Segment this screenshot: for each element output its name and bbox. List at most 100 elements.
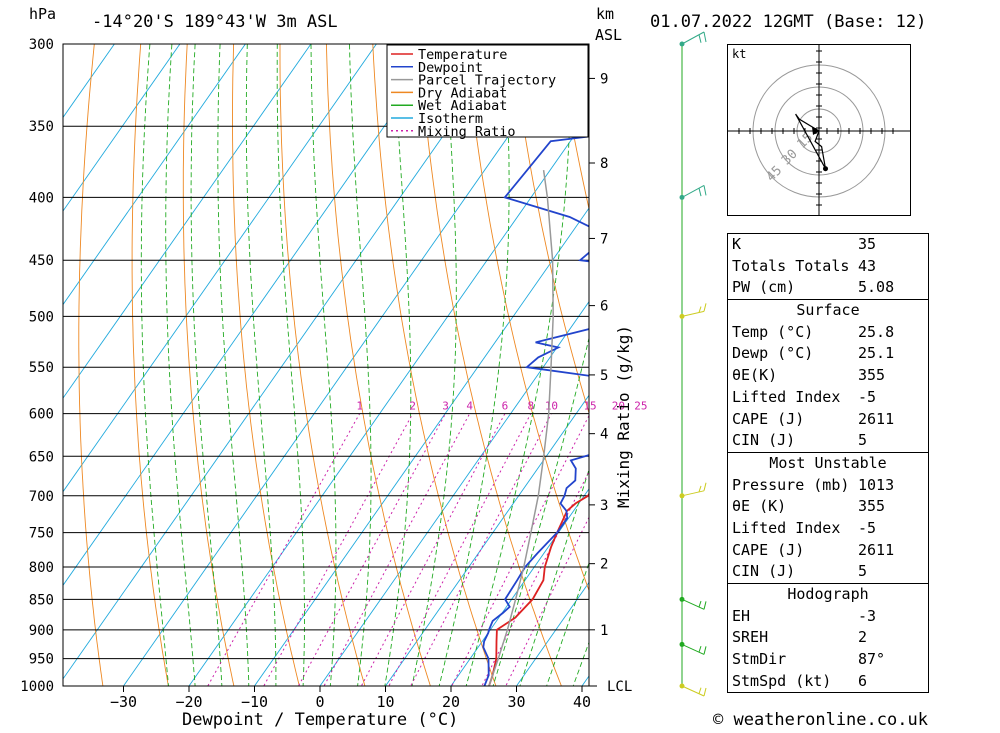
stat-row: Lifted Index -5: [728, 518, 928, 540]
wind-barb-flag: [698, 600, 702, 608]
dry-adiabat-line: [131, 44, 169, 686]
stat-row: PW (cm) 5.08: [728, 277, 928, 299]
wet-adiabat-line: [465, 44, 572, 686]
mixing-ratio-line: [263, 413, 414, 686]
dry-adiabat-line: [325, 44, 431, 686]
mixing-ratio-label: 8: [528, 400, 535, 413]
height-unit-asl: ASL: [595, 26, 622, 44]
stat-value: -3: [858, 606, 877, 625]
pressure-tick-label: 600: [29, 407, 54, 423]
km-tick-label: 6: [600, 299, 608, 315]
isotherm-line: [63, 44, 246, 306]
wet-adiabat-line: [546, 561, 589, 686]
wind-barb-flag: [703, 687, 707, 697]
credit-link[interactable]: © weatheronline.co.uk: [713, 710, 928, 730]
pressure-tick-label: 450: [29, 253, 54, 269]
mixing-ratio-labels: 1 2 3 4 6 8 10 15 20 25: [356, 400, 647, 413]
legend-box: [386, 44, 589, 138]
pressure-grid: [63, 43, 589, 687]
x-tick-label: −20: [175, 693, 202, 711]
stat-row: EH -3: [728, 606, 928, 628]
mixing-ratio-line: [360, 413, 506, 686]
wet-adiabat-line: [492, 336, 589, 686]
isotherm-line: [319, 300, 589, 686]
stat-value: 6: [858, 671, 868, 690]
hodograph-panel: kt 15 30 45: [727, 44, 911, 216]
background-lines: [0, 7, 589, 712]
dry-adiabat-line: [465, 44, 589, 592]
stat-value: 5: [858, 431, 868, 450]
legend-label: Temperature: [418, 47, 507, 63]
mixing-ratio-label: 15: [583, 400, 596, 413]
stat-value: -5: [858, 518, 877, 537]
wet-adiabat-line: [276, 44, 305, 686]
axes: 3003504004505005506006507007508008509009…: [20, 37, 632, 711]
stat-label: Lifted Index: [732, 387, 841, 406]
wind-barb-flag: [703, 31, 707, 43]
hodograph-ring-label: 45: [764, 163, 786, 185]
x-tick-label: −30: [110, 693, 137, 711]
stat-label: CIN (J): [732, 562, 796, 581]
stat-row: Dewp (°C) 25.1: [728, 343, 928, 365]
wet-adiabat-line: [438, 44, 510, 686]
dry-adiabat-line: [279, 44, 366, 686]
dry-adiabat-line: [78, 44, 104, 686]
mixing-ratio-label: 1: [356, 400, 363, 413]
stat-value: 1013: [858, 475, 895, 494]
mixing-ratio-line: [207, 413, 361, 686]
wind-barb-staff: [681, 598, 705, 610]
stat-value: 25.8: [858, 322, 895, 341]
dry-adiabat-line: [372, 44, 497, 686]
mixing-ratio-line: [297, 413, 446, 686]
stat-label: θE(K): [732, 366, 778, 385]
wet-adiabat-line: [165, 44, 196, 686]
height-unit-km: km: [596, 5, 614, 23]
stat-label: Lifted Index: [732, 518, 841, 537]
mixing-ratio-label: 25: [634, 400, 647, 413]
sounding-series: [482, 135, 589, 686]
isotherm-line: [450, 488, 589, 686]
wind-barb-staff: [681, 643, 705, 655]
stat-value: -5: [858, 387, 877, 406]
stat-value: 355: [858, 497, 886, 516]
wind-barb-flag: [703, 185, 707, 196]
isotherm-line: [384, 394, 589, 686]
stat-label: θE (K): [732, 497, 787, 516]
stat-label: StmDir: [732, 650, 787, 669]
pressure-tick-label: 800: [29, 560, 54, 576]
wet-adiabat-line: [190, 44, 223, 686]
stat-label: Pressure (mb): [732, 475, 850, 494]
dry-adiabat-line: [232, 44, 300, 686]
parcel-trajectory-line: [488, 169, 554, 686]
stat-value: 2611: [858, 409, 895, 428]
stat-label: CIN (J): [732, 431, 796, 450]
stat-row: CAPE (J) 2611: [728, 409, 928, 431]
wind-barb-flag: [698, 188, 702, 197]
stat-label: CAPE (J): [732, 409, 805, 428]
isotherm-line: [63, 44, 443, 587]
pressure-tick-label: 700: [29, 489, 54, 505]
pressure-unit-label: hPa: [29, 5, 56, 23]
wind-barb-staff: [681, 31, 705, 45]
stat-value: 5: [858, 562, 868, 581]
stat-value: 25.1: [858, 344, 895, 363]
stat-row: Totals Totals 43: [728, 256, 928, 278]
wet-adiabat-line: [411, 44, 457, 686]
x-tick-label: 30: [507, 693, 525, 711]
x-tick-label: 10: [376, 693, 394, 711]
stat-label: StmSpd (kt): [732, 671, 832, 690]
wind-barb-flag: [698, 687, 702, 694]
isotherm-line: [63, 44, 181, 212]
pressure-tick-label: 950: [29, 652, 54, 668]
legend-label: Dewpoint: [418, 60, 483, 76]
dry-adiabat-line: [182, 44, 235, 686]
surface-heading: Surface: [796, 301, 860, 320]
isotherm-line: [122, 44, 574, 686]
legend-label: Parcel Trajectory: [418, 73, 556, 89]
km-tick-label: 1: [600, 623, 608, 639]
wet-adiabat-line: [245, 44, 277, 686]
dry-adiabat-line: [0, 7, 7, 712]
wind-barb-staff: [681, 310, 705, 317]
mixing-ratio-label: 4: [466, 400, 473, 413]
